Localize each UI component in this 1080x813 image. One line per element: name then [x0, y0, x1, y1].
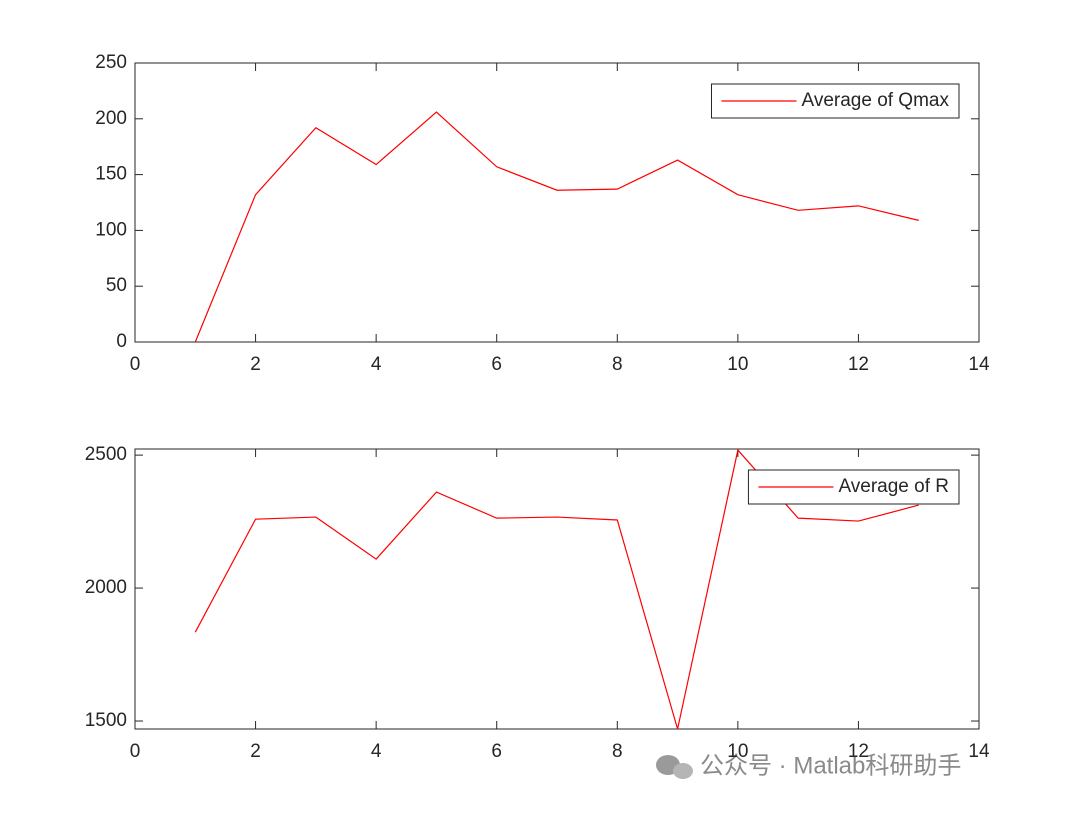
data-line	[194, 448, 919, 730]
x-tick-label: 10	[727, 354, 748, 375]
y-tick-label: 100	[95, 219, 127, 240]
data-line	[194, 111, 919, 343]
watermark-icon	[656, 755, 693, 779]
y-tick-label: 50	[106, 275, 127, 296]
y-tick-label: 2500	[85, 444, 127, 465]
legend-label: Average of R	[838, 476, 949, 497]
x-tick-label: 14	[968, 354, 990, 375]
x-tick-label: 6	[491, 354, 502, 375]
x-tick-label: 8	[612, 354, 623, 375]
y-tick-label: 250	[95, 52, 127, 73]
x-tick-label: 2	[250, 741, 261, 762]
x-tick-label: 8	[612, 741, 623, 762]
x-tick-label: 14	[968, 741, 990, 762]
x-tick-label: 0	[130, 354, 141, 375]
x-tick-label: 4	[371, 741, 382, 762]
x-tick-label: 12	[848, 354, 869, 375]
legend-label: Average of Qmax	[801, 90, 949, 111]
y-tick-label: 0	[116, 331, 127, 352]
x-tick-label: 10	[727, 741, 748, 762]
y-tick-label: 200	[95, 108, 127, 129]
y-tick-label: 150	[95, 164, 127, 185]
x-tick-label: 2	[250, 354, 261, 375]
x-tick-label: 4	[371, 354, 382, 375]
y-tick-label: 1500	[85, 710, 127, 731]
watermark: 公众号 · Matlab科研助手	[700, 752, 961, 779]
y-tick-label: 2000	[85, 577, 127, 598]
x-tick-label: 6	[491, 741, 502, 762]
x-tick-label: 0	[130, 741, 141, 762]
x-tick-label: 12	[848, 741, 869, 762]
